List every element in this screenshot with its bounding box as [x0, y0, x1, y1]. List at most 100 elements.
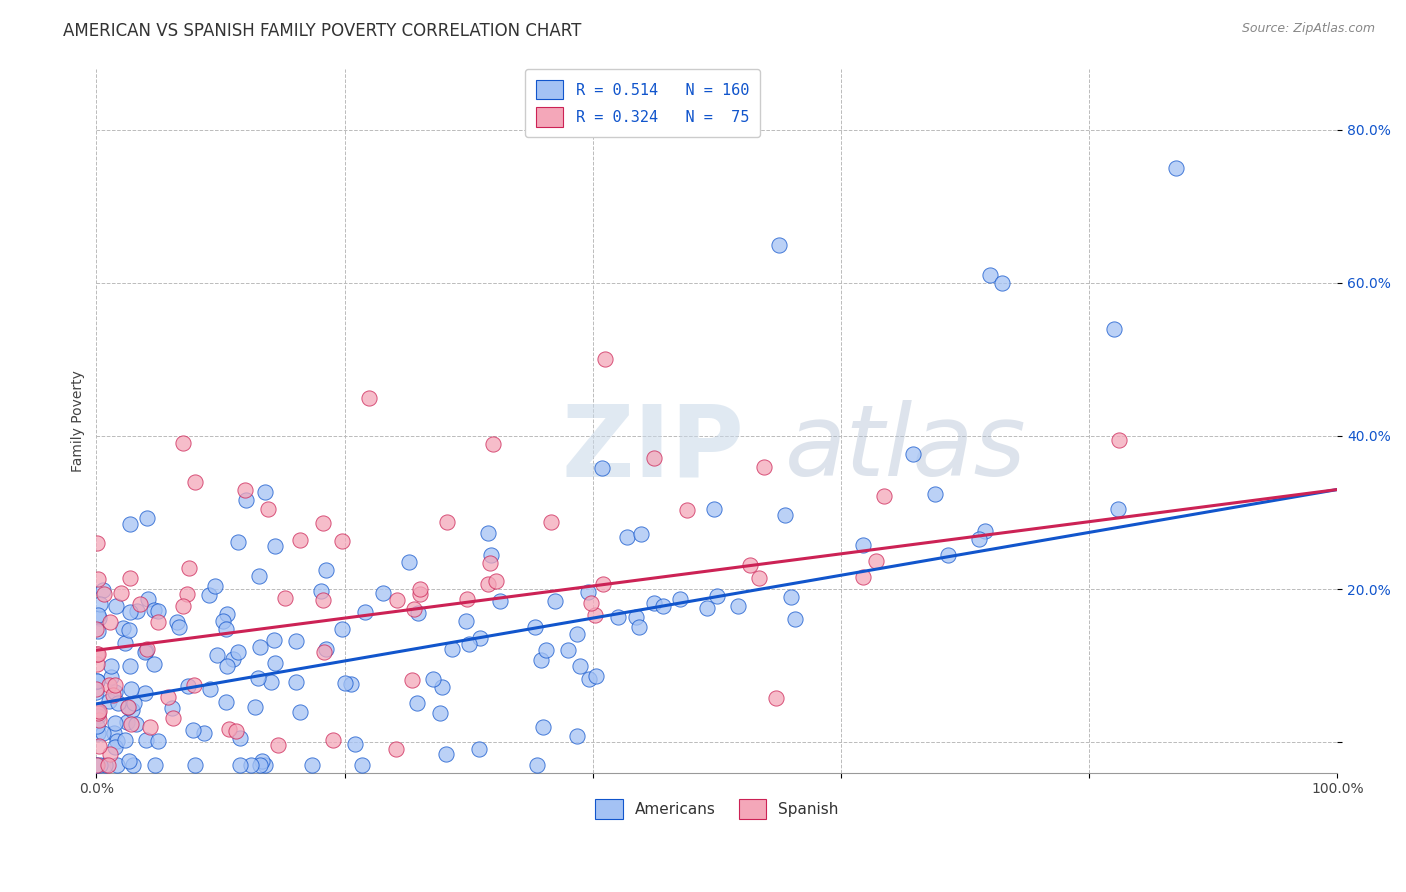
Point	[89, 758, 111, 772]
Point	[104, 739, 127, 754]
Point	[122, 696, 145, 710]
Point	[706, 590, 728, 604]
Point	[181, 723, 204, 737]
Point	[285, 674, 308, 689]
Point	[162, 710, 184, 724]
Point	[136, 642, 159, 657]
Point	[544, 593, 567, 607]
Point	[136, 592, 159, 607]
Point	[87, 608, 110, 623]
Point	[193, 726, 215, 740]
Point	[696, 601, 718, 615]
Point	[430, 681, 453, 695]
Point	[217, 607, 239, 622]
Point	[422, 672, 444, 686]
Point	[86, 622, 108, 636]
Point	[145, 758, 167, 772]
Point	[86, 758, 108, 772]
Point	[1108, 502, 1130, 516]
Point	[97, 678, 120, 692]
Point	[626, 609, 648, 624]
Point	[479, 556, 502, 570]
Point	[93, 758, 115, 772]
Point	[606, 610, 628, 624]
Point	[249, 640, 271, 655]
Point	[309, 584, 332, 599]
Point	[651, 599, 673, 613]
Point	[530, 653, 553, 667]
Point	[436, 515, 458, 529]
Point	[565, 729, 588, 743]
Point	[215, 659, 238, 673]
Point	[183, 678, 205, 692]
Point	[616, 530, 638, 544]
Point	[456, 591, 478, 606]
Point	[408, 606, 430, 620]
Point	[253, 758, 276, 772]
Point	[246, 671, 269, 685]
Point	[148, 734, 170, 748]
Point	[592, 577, 614, 591]
Point	[172, 436, 194, 450]
Point	[404, 601, 426, 615]
Point	[783, 612, 806, 626]
Point	[748, 571, 770, 585]
Point	[250, 754, 273, 768]
Legend: Americans, Spanish: Americans, Spanish	[589, 793, 845, 825]
Point	[100, 659, 122, 673]
Point	[350, 758, 373, 772]
Point	[118, 517, 141, 532]
Point	[211, 614, 233, 628]
Point	[267, 738, 290, 752]
Point	[315, 642, 337, 657]
Point	[100, 669, 122, 683]
Point	[579, 596, 602, 610]
Point	[1164, 161, 1187, 175]
Point	[117, 699, 139, 714]
Point	[531, 720, 554, 734]
Point	[524, 620, 547, 634]
Point	[264, 657, 287, 671]
Point	[260, 675, 283, 690]
Point	[865, 554, 887, 568]
Point	[169, 619, 191, 633]
Point	[204, 579, 226, 593]
Point	[477, 526, 499, 541]
Point	[118, 623, 141, 637]
Point	[967, 532, 990, 546]
Point	[198, 589, 221, 603]
Point	[1108, 434, 1130, 448]
Point	[229, 758, 252, 772]
Point	[198, 682, 221, 697]
Point	[482, 437, 505, 451]
Point	[107, 758, 129, 772]
Point	[89, 597, 111, 611]
Point	[179, 561, 201, 575]
Point	[315, 563, 337, 577]
Point	[134, 645, 156, 659]
Point	[401, 673, 423, 687]
Point	[228, 731, 250, 746]
Point	[973, 524, 995, 538]
Point	[256, 501, 278, 516]
Point	[87, 725, 110, 739]
Point	[333, 676, 356, 690]
Point	[991, 276, 1014, 290]
Point	[89, 705, 111, 719]
Point	[936, 549, 959, 563]
Point	[86, 757, 108, 772]
Point	[456, 614, 478, 628]
Point	[557, 643, 579, 657]
Point	[177, 679, 200, 693]
Point	[98, 747, 121, 761]
Point	[979, 268, 1001, 283]
Point	[353, 605, 375, 619]
Point	[100, 615, 122, 629]
Point	[773, 508, 796, 523]
Point	[630, 527, 652, 541]
Point	[184, 758, 207, 772]
Point	[120, 571, 142, 585]
Point	[86, 648, 108, 662]
Point	[86, 624, 108, 638]
Point	[86, 684, 108, 698]
